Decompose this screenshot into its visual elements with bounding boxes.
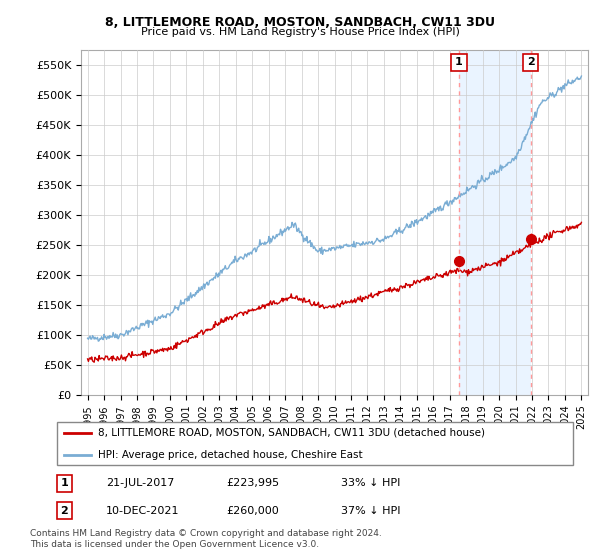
- Text: 1: 1: [455, 58, 463, 67]
- Text: 21-JUL-2017: 21-JUL-2017: [106, 478, 175, 488]
- Text: HPI: Average price, detached house, Cheshire East: HPI: Average price, detached house, Ches…: [98, 450, 363, 460]
- Text: 1: 1: [61, 478, 68, 488]
- Text: 2: 2: [527, 58, 535, 67]
- Text: 37% ↓ HPI: 37% ↓ HPI: [341, 506, 401, 516]
- Text: 33% ↓ HPI: 33% ↓ HPI: [341, 478, 400, 488]
- Bar: [459, 50, 531, 395]
- Text: 10-DEC-2021: 10-DEC-2021: [106, 506, 180, 516]
- Text: 8, LITTLEMORE ROAD, MOSTON, SANDBACH, CW11 3DU: 8, LITTLEMORE ROAD, MOSTON, SANDBACH, CW…: [105, 16, 495, 29]
- Text: 8, LITTLEMORE ROAD, MOSTON, SANDBACH, CW11 3DU (detached house): 8, LITTLEMORE ROAD, MOSTON, SANDBACH, CW…: [98, 428, 485, 438]
- Text: £223,995: £223,995: [226, 478, 280, 488]
- Text: Price paid vs. HM Land Registry's House Price Index (HPI): Price paid vs. HM Land Registry's House …: [140, 27, 460, 37]
- Text: Contains HM Land Registry data © Crown copyright and database right 2024.
This d: Contains HM Land Registry data © Crown c…: [30, 529, 382, 549]
- Text: 2: 2: [61, 506, 68, 516]
- FancyBboxPatch shape: [56, 422, 574, 465]
- Text: £260,000: £260,000: [226, 506, 279, 516]
